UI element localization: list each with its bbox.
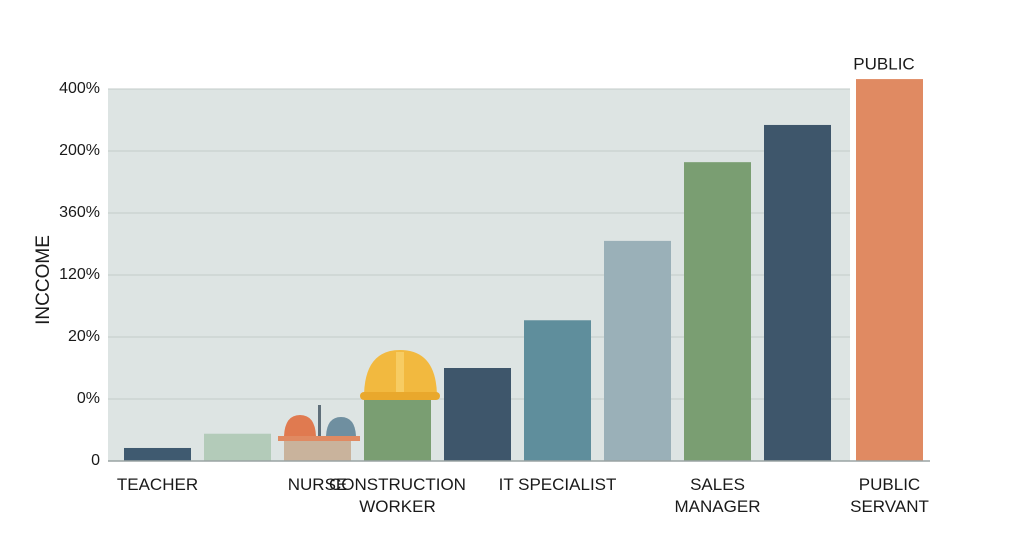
hat-ridge (396, 352, 404, 392)
shelf (278, 436, 360, 441)
hat-brim (360, 392, 440, 400)
bar (604, 240, 671, 461)
bars (124, 79, 923, 462)
helmet-icon (284, 415, 316, 436)
bar (444, 368, 511, 461)
bar (764, 124, 831, 462)
y-tick-label: 20% (68, 328, 100, 345)
x-tick-label: PUBLIC SERVANT (850, 475, 929, 516)
nurse-icons (278, 405, 360, 441)
y-axis-label: INCCOME (33, 235, 54, 325)
y-tick-label: 0% (77, 390, 100, 407)
y-tick-label: 0 (91, 452, 100, 469)
y-tick-label: 360% (59, 204, 100, 221)
y-tick-label: 200% (59, 142, 100, 159)
bar (204, 433, 271, 461)
y-tick-label: 400% (59, 80, 100, 97)
x-tick-label: NURSE (287, 475, 348, 494)
bar (684, 162, 751, 461)
x-tick-label: TEACHER (116, 475, 199, 494)
bar (856, 79, 923, 461)
bar (524, 320, 591, 461)
x-tick-label: SALES MANAGER (674, 475, 761, 516)
annotation: PUBLIC (853, 54, 914, 73)
x-tick-label: CONSTRUCTION WORKER (329, 475, 466, 516)
x-tick-label: IT SPECIALIST (498, 475, 617, 494)
y-tick-label: 120% (59, 266, 100, 283)
helmet-icon (326, 417, 356, 436)
bar (284, 438, 351, 461)
bar (124, 447, 191, 461)
hard-hat-icon (360, 350, 440, 400)
tool-icon (318, 405, 321, 436)
bar (364, 392, 431, 461)
